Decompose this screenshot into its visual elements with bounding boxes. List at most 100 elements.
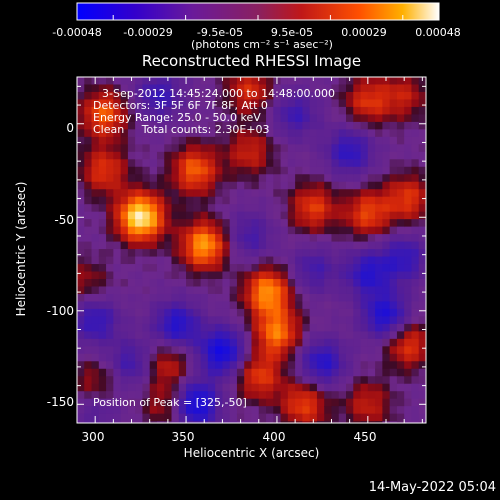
heatmap-cell [287, 286, 296, 295]
heatmap-cell [244, 286, 253, 295]
heatmap-cell [178, 159, 187, 168]
heatmap-cell [207, 106, 216, 115]
heatmap-cell [302, 159, 311, 168]
heatmap-cell [404, 136, 413, 145]
heatmap-cell [135, 121, 144, 130]
heatmap-cell [280, 421, 289, 423]
heatmap-cell [178, 413, 187, 422]
heatmap-cell [324, 421, 333, 423]
heatmap-cell [215, 391, 224, 400]
heatmap-cell [411, 421, 420, 423]
heatmap-cell [77, 346, 85, 355]
heatmap-cell [113, 316, 122, 325]
heatmap-cell [236, 174, 245, 183]
heatmap-cell [375, 398, 383, 407]
heatmap-cell [418, 323, 426, 332]
heatmap-cell [273, 189, 282, 198]
heatmap-cell [186, 99, 194, 108]
heatmap-cell [389, 331, 398, 340]
heatmap-cell [156, 91, 165, 101]
heatmap-cell [287, 136, 296, 145]
heatmap-cell [404, 376, 413, 385]
heatmap-cell [113, 196, 122, 205]
heatmap-cell [98, 159, 107, 168]
heatmap-cell [331, 406, 340, 415]
heatmap-cell [309, 174, 318, 183]
heatmap-cell [404, 99, 413, 108]
heatmap-cell [149, 204, 158, 213]
heatmap-cell [360, 353, 369, 362]
heatmap-cell [382, 286, 391, 295]
heatmap-cell [164, 91, 173, 101]
heatmap-cell [236, 383, 245, 392]
heatmap-cell [367, 293, 376, 303]
heatmap-cell [389, 316, 398, 325]
heatmap-cell [389, 421, 398, 423]
heatmap-cell [273, 368, 282, 377]
heatmap-cell [200, 77, 209, 86]
heatmap-cell [375, 368, 383, 377]
heatmap-cell [331, 129, 340, 138]
heatmap-cell [353, 271, 362, 280]
heatmap-cell [273, 264, 282, 273]
heatmap-cell [418, 144, 426, 153]
heatmap-cell [418, 301, 426, 310]
heatmap-cell [258, 308, 267, 317]
heatmap-cell [353, 301, 362, 310]
heatmap-cell [266, 136, 274, 145]
heatmap-cell [244, 114, 253, 123]
heatmap-cell [164, 286, 173, 295]
heatmap-cell [360, 106, 369, 115]
heatmap-cell [316, 189, 325, 198]
heatmap-cell [251, 376, 260, 385]
heatmap-cell [389, 286, 398, 295]
heatmap-cell [113, 211, 122, 220]
heatmap-cell [382, 129, 391, 138]
heatmap-cell [309, 144, 318, 153]
heatmap-cell [302, 398, 311, 407]
heatmap-cell [98, 421, 107, 423]
heatmap-cell [156, 84, 165, 93]
heatmap-cell [77, 338, 85, 347]
heatmap-cell [120, 234, 129, 243]
heatmap-cell [77, 136, 85, 145]
heatmap-cell [207, 331, 216, 340]
heatmap-cell [251, 361, 260, 370]
heatmap-cell [156, 77, 165, 86]
heatmap-cell [120, 383, 129, 392]
heatmap-cell [98, 91, 107, 101]
heatmap-cell [91, 376, 100, 385]
heatmap-cell [84, 256, 93, 265]
heatmap-cell [186, 106, 194, 115]
heatmap-cell [164, 181, 173, 190]
heatmap-cell [273, 144, 282, 153]
heatmap-cell [280, 391, 289, 400]
heatmap-cell [156, 293, 165, 303]
heatmap-cell [98, 316, 107, 325]
heatmap-cell [338, 391, 347, 400]
heatmap-cell [178, 286, 187, 295]
heatmap-cell [207, 91, 216, 101]
heatmap-cell [375, 241, 383, 250]
heatmap-cell [258, 353, 267, 362]
heatmap-cell [309, 84, 318, 93]
colorbar-units: (photons cm⁻² s⁻¹ asec⁻²) [191, 38, 333, 51]
heatmap-cell [178, 91, 187, 101]
heatmap-cell [120, 204, 129, 213]
heatmap-cell [375, 211, 383, 220]
heatmap-cell [418, 136, 426, 145]
heatmap-cell [171, 308, 180, 317]
heatmap-cell [156, 308, 165, 317]
heatmap-cell [193, 99, 202, 108]
heatmap-cell [396, 406, 405, 415]
heatmap-cell [84, 271, 93, 280]
heatmap-cell [156, 331, 165, 340]
heatmap-cell [251, 234, 260, 243]
heatmap-cell [396, 99, 405, 108]
heatmap-cell [200, 264, 209, 273]
heatmap-cell [295, 264, 303, 273]
heatmap-cell [418, 308, 426, 317]
heatmap-cell [353, 211, 362, 220]
heatmap-cell [178, 323, 187, 332]
heatmap-cell [273, 241, 282, 250]
